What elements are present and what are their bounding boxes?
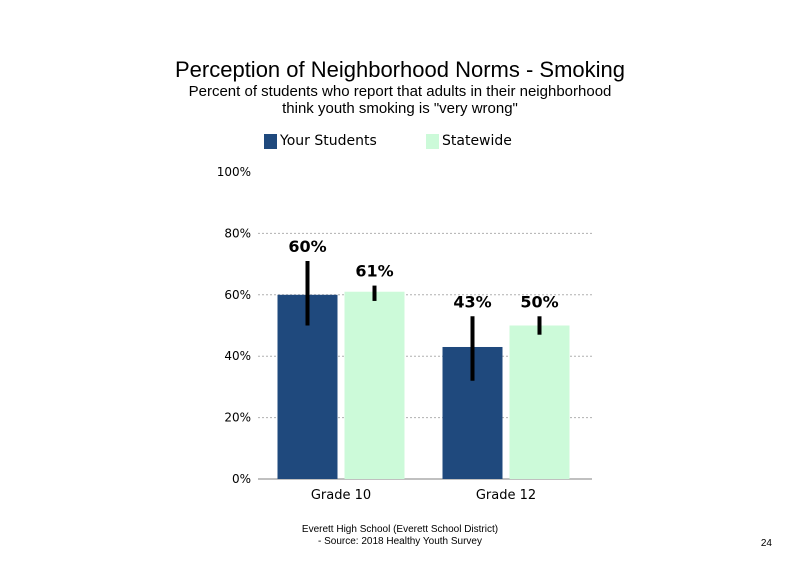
y-tick-label: 20%	[224, 411, 251, 425]
subtitle-line-1: Percent of students who report that adul…	[188, 83, 612, 100]
x-tick-label: Grade 10	[311, 488, 371, 503]
bar-statewide-grade-12	[509, 325, 570, 479]
legend-item-statewide: Statewide	[426, 133, 512, 149]
x-tick-label: Grade 12	[476, 488, 536, 503]
y-tick-label: 40%	[224, 349, 251, 363]
legend-label-your-students: Your Students	[280, 133, 377, 149]
data-label: 43%	[453, 292, 491, 311]
chart-title: Perception of Neighborhood Norms - Smoki…	[174, 57, 625, 82]
data-label: 60%	[288, 237, 326, 256]
legend-item-your-students: Your Students	[264, 133, 377, 149]
y-tick-label: 0%	[232, 472, 251, 486]
data-label: 61%	[355, 262, 393, 281]
y-tick-label: 60%	[224, 288, 251, 302]
footer: Everett High School (Everett School Dist…	[0, 524, 800, 548]
legend-swatch-statewide	[426, 133, 439, 149]
footer-school: Everett High School (Everett School Dist…	[301, 524, 499, 535]
footer-source: - Source: 2018 Healthy Youth Survey	[318, 536, 482, 547]
legend-label-statewide: Statewide	[442, 133, 512, 149]
legend-swatch-your-students	[264, 133, 277, 149]
y-tick-label: 100%	[217, 165, 251, 179]
y-tick-label: 80%	[224, 226, 251, 240]
data-label: 50%	[520, 292, 558, 311]
chart-subtitle: Percent of students who report that adul…	[0, 83, 800, 117]
bar-statewide-grade-10	[344, 291, 405, 479]
subtitle-line-2: think youth smoking is "very wrong"	[282, 100, 518, 117]
page-number: 24	[760, 538, 772, 549]
